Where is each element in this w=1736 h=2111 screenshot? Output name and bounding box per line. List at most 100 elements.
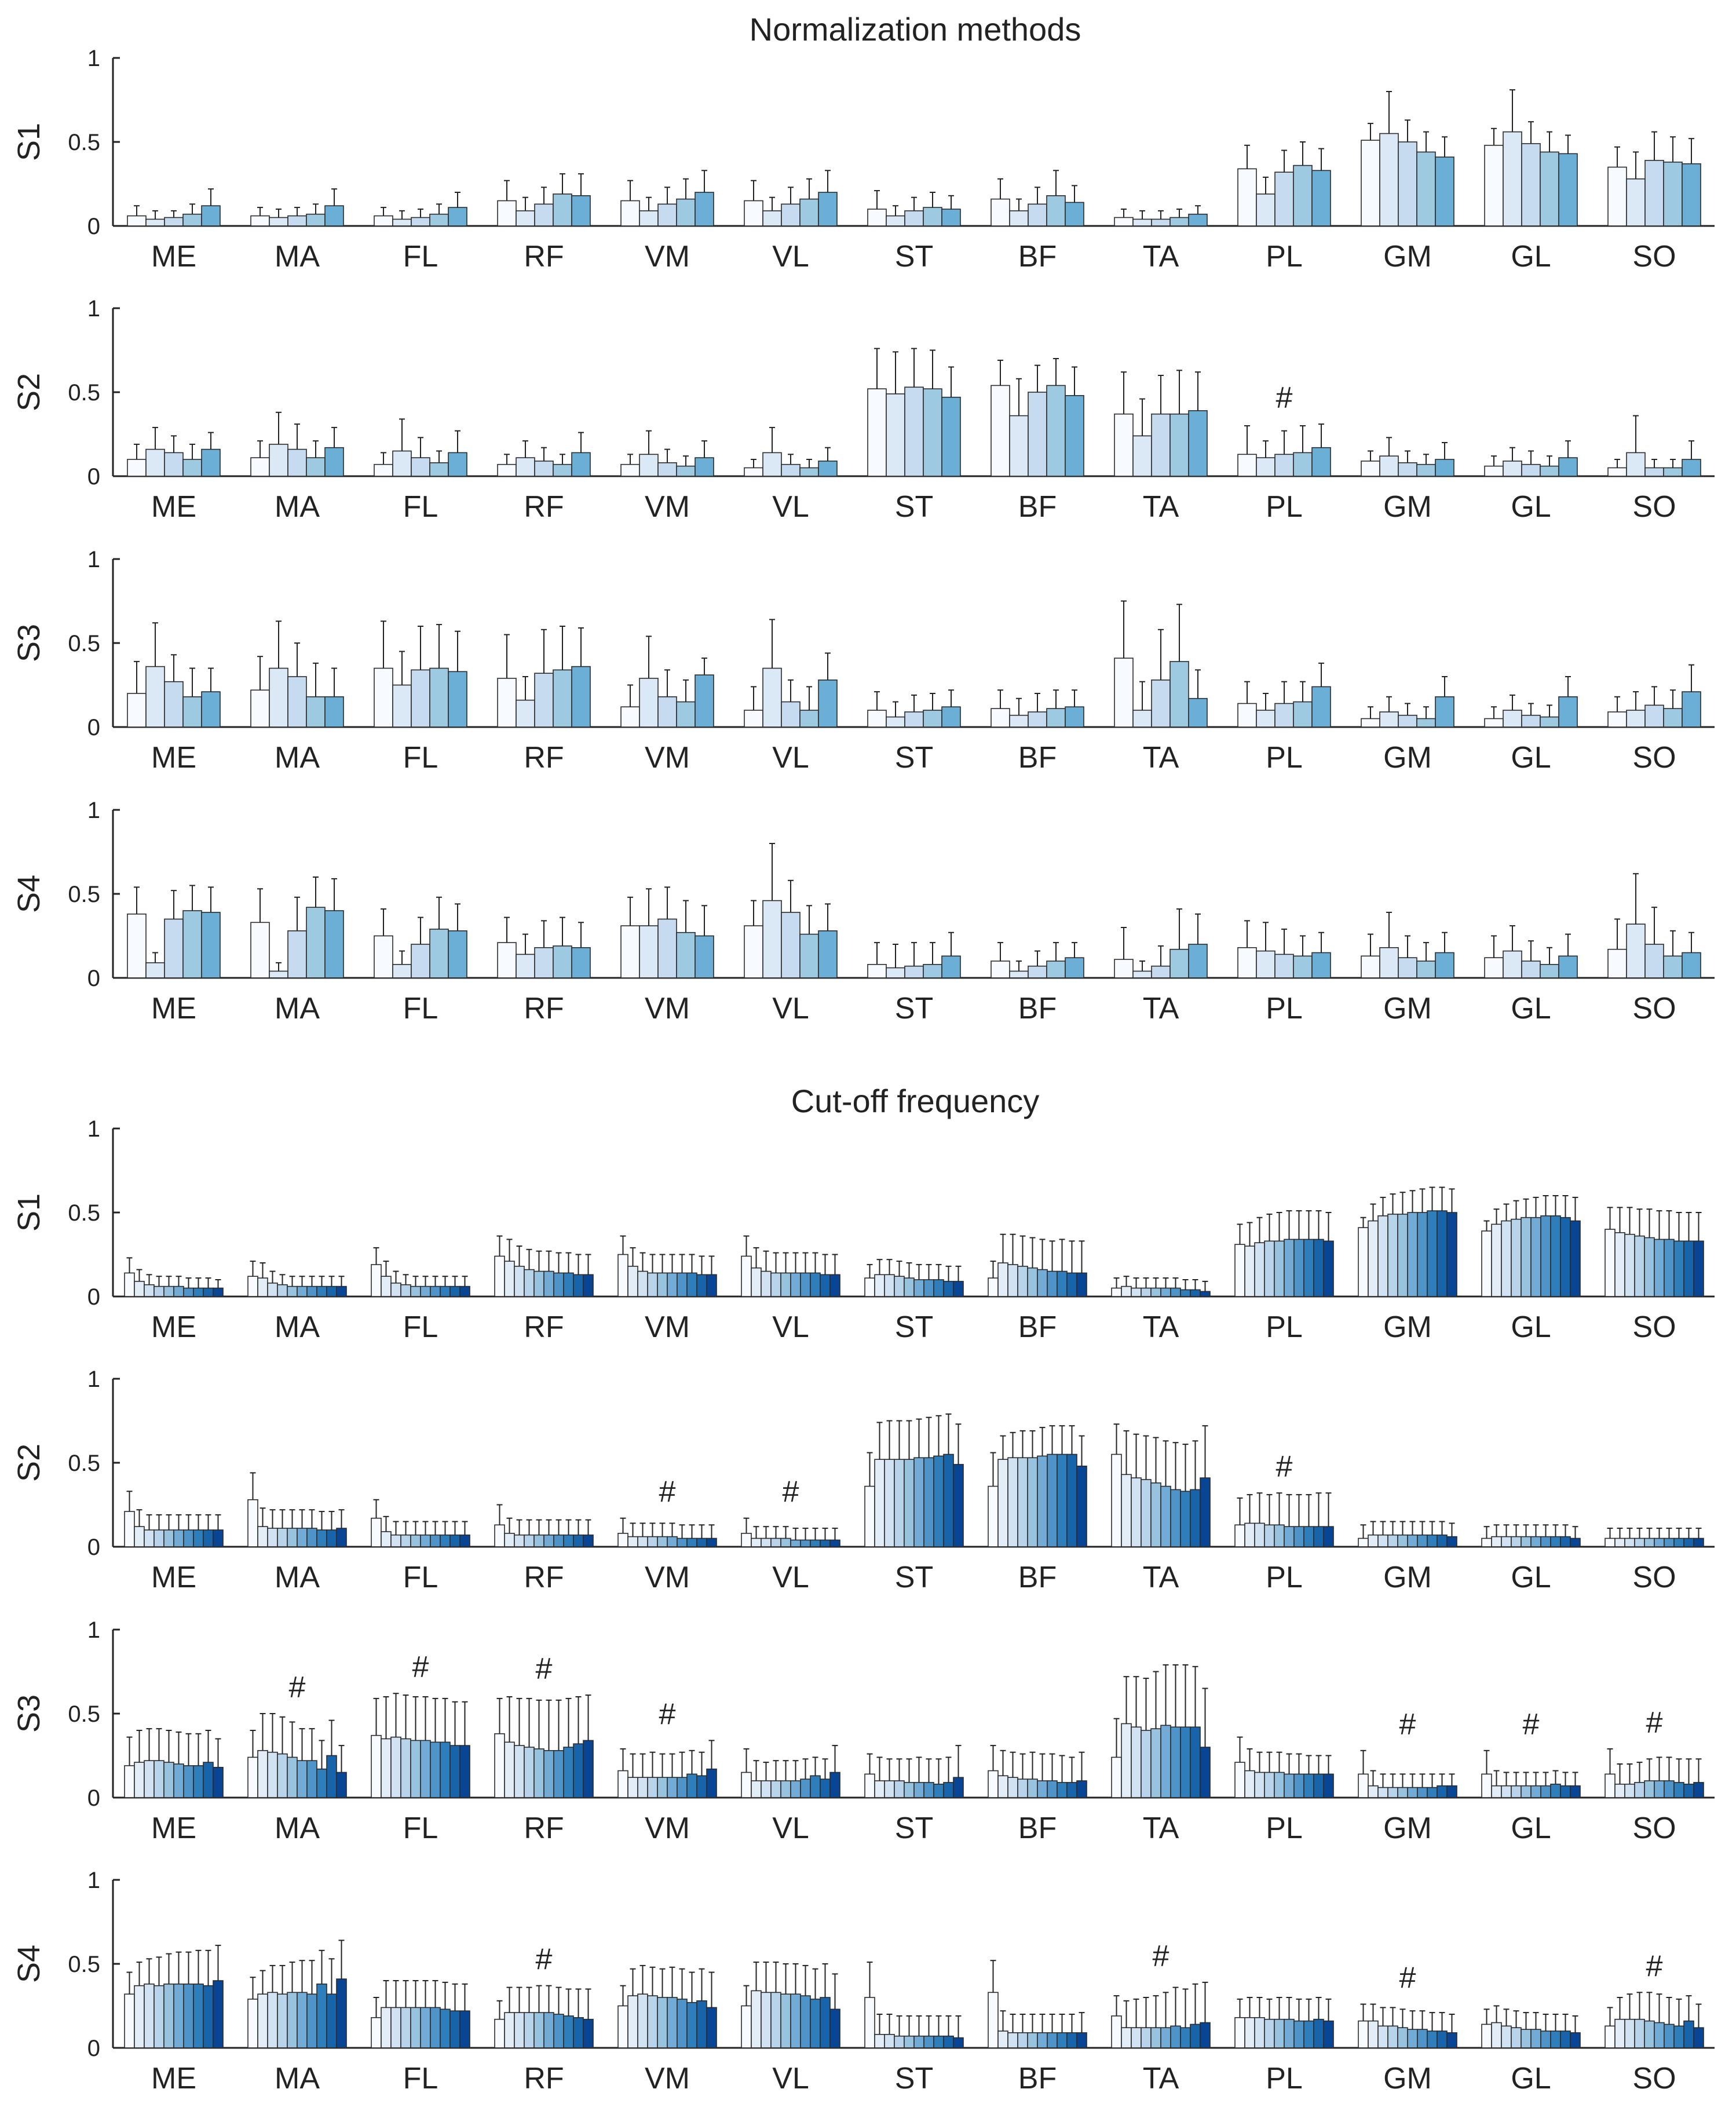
bar <box>799 198 819 227</box>
category-label: PL <box>1266 240 1303 273</box>
bar <box>1170 1726 1181 1798</box>
bar <box>1644 160 1664 227</box>
bar <box>1407 1787 1418 1798</box>
bar <box>1379 455 1399 477</box>
bar <box>686 1272 697 1297</box>
bar <box>1683 2020 1694 2048</box>
bar <box>1446 2032 1457 2048</box>
bar <box>1017 1778 1028 1798</box>
bar <box>1180 1289 1191 1297</box>
bar <box>1132 710 1152 728</box>
bar <box>247 1499 258 1547</box>
bar <box>1397 1787 1408 1798</box>
category-label: TA <box>1143 1310 1179 1344</box>
bar <box>1521 960 1541 978</box>
category-label: MA <box>275 992 320 1025</box>
bar <box>1323 2020 1334 2048</box>
bar <box>657 203 677 227</box>
bar <box>1398 714 1417 728</box>
bar <box>913 1457 924 1547</box>
bar <box>1170 1489 1181 1547</box>
category-label: FL <box>403 1811 438 1845</box>
bar <box>943 1453 954 1547</box>
category-label: BF <box>1018 1310 1057 1344</box>
bar <box>1311 170 1331 227</box>
bar <box>392 450 412 477</box>
bar <box>440 1534 451 1547</box>
bar <box>516 210 535 227</box>
bar <box>1237 454 1257 477</box>
bar <box>1274 1524 1285 1547</box>
bar <box>1244 1522 1255 1547</box>
bar <box>287 1285 298 1297</box>
bar <box>657 1997 668 2048</box>
bar <box>247 1999 258 2048</box>
bar <box>381 1738 392 1798</box>
bar <box>213 1529 224 1547</box>
bar <box>1361 140 1380 227</box>
bar <box>173 1285 184 1297</box>
bar <box>326 1993 337 2048</box>
category-label: VL <box>772 1811 809 1845</box>
bar <box>617 1254 628 1297</box>
bar <box>1358 2020 1369 2048</box>
bar <box>449 1534 461 1547</box>
bar <box>874 1274 885 1297</box>
bar <box>514 1534 525 1547</box>
bar <box>647 1995 658 2048</box>
bar <box>1311 686 1331 728</box>
bar <box>1141 2027 1152 2048</box>
category-label: VL <box>772 1310 809 1344</box>
bar <box>429 462 449 477</box>
bar <box>686 1537 697 1547</box>
bar <box>429 929 449 978</box>
bar <box>449 1745 461 1798</box>
panel-s3-cutoff: 0 0.5 1 S3 ME MA FL RF VM VL ST BF TA PL GM GL SO # # # # # # # <box>12 1617 1715 1845</box>
bar <box>1311 447 1331 477</box>
bar <box>1141 1287 1152 1297</box>
bar <box>1558 457 1578 477</box>
bar <box>988 1770 999 1798</box>
panel-s2-normalization: 0 0.5 1 S2 ME MA FL RF VM VL ST BF TA PL GM GL SO # <box>12 296 1715 524</box>
bar <box>371 1517 382 1547</box>
bar <box>800 1539 811 1547</box>
bar <box>124 1511 135 1547</box>
bar <box>637 1270 648 1297</box>
bar <box>1663 467 1683 477</box>
bar <box>637 1777 648 1798</box>
bar <box>1200 1747 1211 1798</box>
bar <box>657 1536 668 1547</box>
bar <box>1311 952 1331 978</box>
bar <box>1151 413 1171 477</box>
y-tick-label: 1 <box>87 1367 100 1392</box>
bar <box>410 1740 421 1798</box>
bar <box>449 1285 461 1297</box>
bar <box>988 1485 999 1547</box>
bar <box>553 463 572 477</box>
bar <box>1254 1522 1265 1547</box>
category-label: MA <box>275 1561 320 1594</box>
bar <box>193 1529 204 1547</box>
bar <box>1293 1526 1304 1547</box>
bar <box>533 1270 544 1297</box>
bar <box>761 1992 772 2048</box>
bar <box>810 1999 821 2048</box>
bar <box>1057 1782 1068 1798</box>
bar <box>818 930 838 978</box>
category-label: VM <box>645 1561 690 1594</box>
category-label: MA <box>275 1310 320 1344</box>
bar <box>1361 718 1380 728</box>
bar <box>867 209 887 227</box>
bar <box>1683 1537 1694 1547</box>
bar <box>267 1992 278 2048</box>
bar <box>1188 697 1208 728</box>
bar <box>657 1777 668 1798</box>
bar <box>799 467 819 477</box>
bar <box>620 200 640 227</box>
bar <box>770 1272 781 1297</box>
bar <box>336 1528 347 1547</box>
bar <box>770 1780 781 1798</box>
category-label: RF <box>524 2062 564 2095</box>
y-tick-label: 0 <box>87 2036 100 2061</box>
bar <box>1682 952 1701 978</box>
